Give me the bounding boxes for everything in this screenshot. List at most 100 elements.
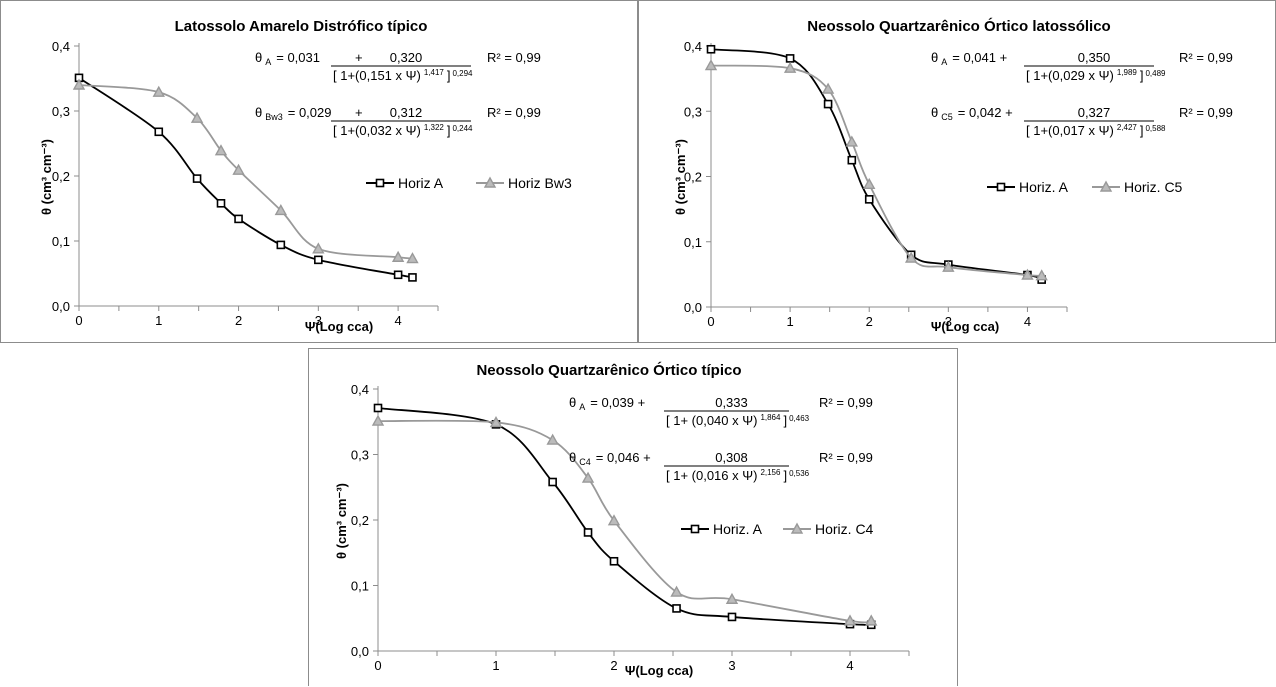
data-point-0: [192, 174, 202, 183]
legend-marker-1: [483, 176, 497, 188]
equation-constant: = 0,039 +: [590, 395, 645, 410]
data-point-1: [1035, 269, 1048, 281]
data-point-1: [546, 433, 559, 445]
data-point-0: [583, 528, 593, 537]
equation-denominator: [ 1+(0,017 x Ψ) 2,427] 0,588: [1026, 123, 1166, 138]
equation-lhs: θ A = 0,041 +: [931, 50, 1007, 67]
x-tick-label: 0: [707, 314, 714, 329]
equation-subscript: A: [579, 402, 585, 412]
data-point-0: [216, 199, 226, 208]
closing-bracket: ]: [783, 413, 787, 428]
r-squared-label: R² = 0,99: [819, 395, 873, 410]
x-tick-label: 1: [492, 658, 499, 673]
equation-numerator: 0,308: [715, 450, 748, 465]
equation-theta: θ: [569, 450, 576, 465]
data-point-1: [214, 144, 228, 156]
equation-lhs: θ A = 0,031: [255, 50, 320, 67]
data-point-1: [152, 85, 165, 97]
equation-numerator: 0,312: [390, 105, 423, 120]
closing-bracket: ]: [447, 123, 451, 138]
legend-label-1: Horiz. C4: [815, 521, 874, 537]
x-tick-label: 4: [846, 658, 853, 673]
denominator-base: [ 1+ (0,016 x Ψ): [666, 468, 757, 483]
data-point-1: [371, 414, 385, 426]
equation-lhs: θ C4 = 0,046 +: [569, 450, 651, 467]
data-point-1: [843, 614, 857, 626]
equation-constant: = 0,031: [276, 50, 320, 65]
equation-theta: θ: [255, 50, 262, 65]
data-point-1: [1021, 268, 1034, 280]
equation-theta: θ: [569, 395, 576, 410]
chart-svg-latossolo: Latossolo Amarelo Distrófico típico 0,0 0,…: [39, 18, 572, 334]
data-point-0: [864, 195, 874, 204]
data-point-0: [548, 477, 557, 487]
equation-plus: +: [355, 50, 363, 65]
y-tick-label: 0,4: [684, 39, 702, 54]
x-tick-label: 4: [394, 313, 401, 328]
r-squared-label: R² = 0,99: [1179, 50, 1233, 65]
data-point-0: [408, 273, 417, 282]
data-point-1: [865, 614, 878, 626]
x-tick-label: 3: [945, 314, 952, 329]
y-tick-label: 0,0: [52, 299, 70, 314]
y-tick-label: 0,2: [52, 169, 70, 184]
exponent-m: 0,294: [452, 69, 473, 78]
denominator-base: [ 1+(0,017 x Ψ): [1026, 123, 1114, 138]
data-point-1: [190, 111, 204, 123]
y-tick-label: 0,4: [52, 39, 70, 54]
y-axis-label: θ (cm³ cm⁻³): [39, 139, 54, 215]
y-tick-label: 0,3: [52, 104, 70, 119]
data-point-1: [821, 82, 835, 94]
equation-numerator: 0,320: [390, 50, 423, 65]
data-point-1: [581, 471, 595, 483]
chart-title: Neossolo Quartzarênico Órtico latossólic…: [807, 17, 1110, 35]
exponent-n: 1,417: [424, 68, 445, 77]
data-point-1: [489, 415, 503, 428]
closing-bracket: ]: [783, 468, 787, 483]
equation-denominator: [ 1+(0,029 x Ψ) 1,989] 0,489: [1026, 68, 1166, 83]
data-point-1: [904, 251, 918, 263]
y-tick-label: 0,4: [351, 382, 369, 397]
legend-marker-0: [375, 178, 385, 188]
series-line-1: [710, 64, 1042, 277]
data-point-0: [154, 127, 164, 137]
x-tick-label: 3: [728, 658, 735, 673]
equation-theta: θ: [931, 50, 938, 65]
data-point-0: [847, 155, 857, 165]
y-tick-label: 0,2: [684, 170, 702, 185]
data-point-1: [863, 177, 876, 190]
data-point-0: [276, 240, 286, 250]
exponent-m: 0,489: [1145, 69, 1166, 78]
data-point-0: [823, 99, 833, 109]
equation-plus: +: [355, 105, 363, 120]
legend-marker-0: [690, 524, 700, 534]
equation-denominator: [ 1+ (0,016 x Ψ) 2,156] 0,536: [666, 468, 810, 483]
data-point-1: [607, 514, 621, 526]
data-point-0: [234, 214, 243, 224]
data-point-0: [393, 270, 403, 280]
chart-panel-latossolo: Latossolo Amarelo Distrófico típico 0,0 0,…: [0, 0, 638, 343]
equation-lhs: θ A = 0,039 +: [569, 395, 645, 412]
y-axis-label: θ (cm³ cm⁻³): [334, 483, 349, 559]
equation-constant: = 0,042 +: [958, 105, 1013, 120]
x-tick-label: 4: [1024, 314, 1031, 329]
chart-panel-neossolo-latossolico: Neossolo Quartzarênico Órtico latossólic…: [638, 0, 1276, 343]
exponent-n: 2,156: [760, 468, 781, 477]
equation-denominator: [ 1+(0,151 x Ψ) 1,417] 0,294: [333, 68, 473, 83]
legend-marker-1: [790, 522, 804, 534]
data-point-1: [232, 163, 245, 175]
data-point-1: [725, 592, 739, 604]
equation-denominator: [ 1+(0,032 x Ψ) 1,322] 0,244: [333, 123, 473, 138]
legend-marker-1: [1099, 180, 1113, 192]
y-tick-label: 0,0: [684, 300, 702, 315]
equation-numerator: 0,327: [1078, 105, 1111, 120]
chart-svg-neossolo-tipico: Neossolo Quartzarênico Órtico típico 0,0 0…: [334, 361, 910, 678]
legend-label-0: Horiz. A: [713, 521, 763, 537]
data-point-0: [373, 403, 383, 413]
exponent-m: 0,536: [789, 469, 810, 478]
data-point-1: [783, 61, 797, 73]
legend-label-0: Horiz. A: [1019, 179, 1069, 195]
data-point-0: [785, 54, 795, 63]
data-point-1: [670, 585, 683, 597]
equation-numerator: 0,350: [1078, 50, 1111, 65]
